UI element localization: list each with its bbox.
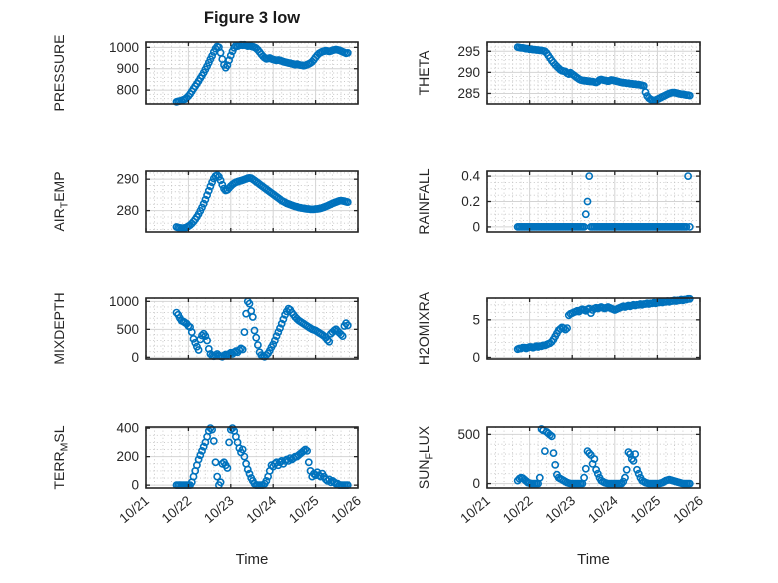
y-tick-label: 900 bbox=[116, 61, 139, 76]
scatter-points bbox=[172, 297, 352, 361]
tick-marks bbox=[486, 298, 701, 359]
y-axis-label-sunflux: SUNFLUX bbox=[416, 425, 436, 489]
y-tick-label: 1000 bbox=[109, 294, 139, 309]
y-tick-label: 0 bbox=[131, 478, 139, 493]
x-tick-label: 10/23 bbox=[543, 493, 579, 526]
tick-marks bbox=[486, 171, 701, 232]
major-grid bbox=[487, 171, 700, 232]
y-tick-label: 800 bbox=[116, 83, 139, 98]
tick-marks bbox=[145, 427, 359, 488]
scatter-points bbox=[172, 171, 352, 233]
x-axis-label-left: Time bbox=[235, 551, 269, 568]
y-tick-label: 400 bbox=[116, 421, 139, 436]
y-axis-label-h2omixra: H2OMIXRA bbox=[416, 291, 432, 365]
tick-marks bbox=[145, 298, 359, 359]
plot-box bbox=[486, 426, 701, 489]
y-tick-label: 0 bbox=[131, 350, 139, 365]
figure-title: Figure 3 low bbox=[203, 9, 301, 27]
minor-grid bbox=[487, 171, 700, 232]
plot-box bbox=[145, 41, 359, 105]
y-tick-label: 295 bbox=[457, 44, 480, 59]
y-tick-label: 0.4 bbox=[461, 169, 480, 184]
plot-box bbox=[145, 297, 359, 360]
minor-grid bbox=[146, 298, 358, 359]
plot-box bbox=[145, 426, 359, 489]
x-tick-label: 10/24 bbox=[244, 493, 280, 527]
y-axis-label-rainfall: RAINFALL bbox=[416, 168, 432, 234]
plot-box bbox=[145, 170, 359, 233]
y-axis-label-terrmsl: TERRMSL bbox=[51, 425, 71, 489]
y-axis-label-mixdepth: MIXDEPTH bbox=[51, 292, 67, 364]
x-tick-label: 10/26 bbox=[670, 493, 706, 526]
y-tick-label: 0 bbox=[472, 350, 480, 365]
subplot-airtemp: 280 290 AIRTEMP bbox=[51, 170, 359, 233]
y-tick-label: 290 bbox=[457, 65, 480, 80]
y-tick-label: 0 bbox=[472, 476, 480, 491]
x-tick-label: 10/21 bbox=[457, 493, 493, 526]
subplot-pressure: 800 900 1000 PRESSURE bbox=[51, 34, 359, 112]
x-tick-label: 10/25 bbox=[628, 493, 664, 526]
tick-marks bbox=[486, 42, 701, 104]
tick-marks bbox=[145, 171, 359, 232]
y-axis-label-theta: THETA bbox=[416, 50, 432, 96]
subplot-h2omixra: 0 5 H2OMIXRA bbox=[416, 291, 701, 365]
scatter-points bbox=[513, 425, 694, 488]
x-axis-label-right: Time bbox=[577, 551, 610, 568]
subplot-theta: 285 290 295 THETA bbox=[416, 41, 701, 105]
y-axis-label-pressure: PRESSURE bbox=[51, 34, 67, 111]
y-tick-label: 500 bbox=[116, 322, 139, 337]
scatter-points bbox=[513, 172, 694, 231]
plot-box bbox=[486, 297, 701, 360]
x-tick-label: 10/22 bbox=[500, 493, 536, 526]
x-tick-label: 10/22 bbox=[159, 493, 195, 526]
y-tick-label: 0 bbox=[472, 219, 480, 234]
subplot-rainfall: 0 0.2 0.4 RAINFALL bbox=[416, 168, 701, 235]
scatter-points bbox=[513, 294, 694, 354]
subplot-sunflux: 0 500 10/21 10/22 10/23 10/24 10/25 10/26 SUNFLU… bbox=[416, 425, 706, 526]
y-tick-label: 200 bbox=[116, 449, 139, 464]
scatter-points bbox=[172, 424, 352, 489]
tick-marks bbox=[486, 427, 701, 488]
y-tick-label: 500 bbox=[457, 427, 480, 442]
tick-marks bbox=[145, 42, 359, 104]
scatter-points bbox=[172, 40, 352, 106]
x-tick-label: 10/21 bbox=[116, 493, 152, 526]
y-tick-label: 5 bbox=[472, 312, 480, 327]
y-axis-label-airtemp: AIRTEMP bbox=[51, 171, 71, 231]
x-tick-label: 10/24 bbox=[585, 493, 621, 527]
y-tick-label: 0.2 bbox=[461, 194, 480, 209]
y-tick-label: 280 bbox=[116, 203, 139, 218]
scatter-points bbox=[513, 43, 694, 105]
subplot-terrmsl: 0 200 400 10/21 10/22 10/23 10/24 10/25 10/26 TER… bbox=[51, 421, 364, 526]
y-tick-label: 285 bbox=[457, 86, 480, 101]
major-grid bbox=[487, 298, 700, 359]
x-tick-label: 10/23 bbox=[201, 493, 237, 526]
x-tick-label: 10/26 bbox=[328, 493, 364, 526]
y-tick-label: 1000 bbox=[109, 40, 139, 55]
subplot-mixdepth: 0 500 1000 MIXDEPTH bbox=[51, 292, 359, 365]
x-tick-label: 10/25 bbox=[286, 493, 322, 526]
y-tick-label: 290 bbox=[116, 172, 139, 187]
